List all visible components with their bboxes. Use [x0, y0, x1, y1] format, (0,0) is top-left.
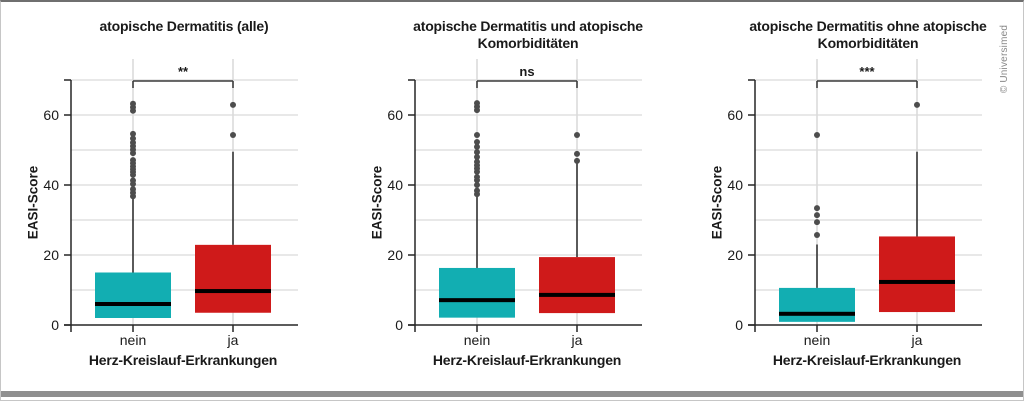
bottom-bar	[1, 391, 1023, 397]
outlier-dot	[474, 149, 480, 156]
outlier-dot	[474, 187, 480, 194]
outlier-dot	[130, 177, 136, 184]
median-line-nein	[779, 311, 855, 316]
median-line-ja	[879, 279, 955, 284]
y-tick-label: 20	[43, 247, 59, 263]
x-axis-title: Herz-Kreislauf-Erkrankungen	[772, 352, 962, 368]
significance-label: ns	[519, 64, 534, 79]
outlier-dot	[474, 158, 480, 165]
y-tick-label: 40	[43, 177, 59, 193]
outlier-dot	[574, 131, 580, 138]
box-nein	[439, 267, 515, 318]
outlier-dot	[814, 131, 820, 138]
outlier-dot	[474, 173, 480, 180]
outlier-dot	[474, 182, 480, 188]
x-axis-title: Herz-Kreislauf-Erkrankungen	[88, 352, 278, 368]
outlier-dot	[130, 135, 136, 142]
outlier-dot	[574, 157, 580, 164]
median-line-ja	[539, 292, 615, 297]
category-label: ja	[571, 332, 583, 348]
outlier-dot	[230, 131, 236, 138]
box-ja	[879, 236, 955, 313]
y-tick-label: 60	[387, 107, 403, 123]
y-tick-label: 20	[387, 247, 403, 263]
outlier-dot	[914, 101, 920, 108]
outlier-dot	[130, 130, 136, 137]
outlier-dot	[130, 139, 136, 146]
outlier-dot	[814, 232, 820, 239]
box-ja	[539, 257, 615, 314]
outlier-dot	[130, 157, 136, 164]
boxplot-canvas-1: 0 20 40 60 nein ja **	[43, 59, 298, 348]
panel-ad-ohne-komorbiditaeten: atopische Dermatitis ohne atopische Komo…	[686, 2, 1023, 397]
panel-title: atopische Dermatitis ohne atopische Komo…	[749, 18, 987, 51]
copyright-credit: © Universimed	[999, 24, 1010, 94]
category-label: nein	[464, 332, 490, 348]
significance-label: **	[178, 64, 189, 79]
y-tick-label: 0	[395, 317, 403, 333]
outlier-dot	[474, 154, 480, 160]
outlier-dot	[814, 219, 820, 226]
outlier-dot	[574, 150, 580, 157]
outlier-dot	[230, 101, 236, 108]
median-line-nein	[439, 298, 515, 303]
outlier-dot	[130, 186, 136, 193]
y-tick-label: 60	[43, 107, 59, 123]
category-label: nein	[120, 332, 146, 348]
box-nein	[779, 287, 855, 322]
box-nein	[95, 272, 171, 318]
y-tick-label: 0	[735, 317, 743, 333]
outlier-dot	[814, 205, 820, 212]
median-line-nein	[95, 302, 171, 306]
significance-label: ***	[859, 64, 875, 79]
box-ja	[195, 244, 271, 313]
boxplot-canvas-2: 0 20 40 60 nein ja ns	[387, 59, 642, 348]
outlier-dot	[474, 100, 480, 107]
panel-title: atopische Dermatitis (alle)	[99, 18, 269, 34]
panel-ad-mit-komorbiditaeten: atopische Dermatitis und atopische Komor…	[346, 2, 684, 397]
y-tick-label: 20	[727, 247, 743, 263]
y-tick-label: 40	[727, 177, 743, 193]
y-tick-label: 0	[51, 317, 59, 333]
outlier-dot	[814, 212, 820, 219]
category-label: nein	[804, 332, 830, 348]
x-axis-title: Herz-Kreislauf-Erkrankungen	[432, 352, 622, 368]
outlier-dot	[474, 138, 480, 145]
outlier-dot	[130, 100, 136, 107]
median-line-ja	[195, 289, 271, 294]
panel-title: atopische Dermatitis und atopische Komor…	[413, 18, 643, 51]
panel-ad-alle: atopische Dermatitis (alle) EASI-Score 0…	[2, 2, 340, 397]
y-tick-label: 40	[387, 177, 403, 193]
category-label: ja	[227, 332, 239, 348]
y-tick-label: 60	[727, 107, 743, 123]
boxplot-canvas-3: 0 20 40 60 nein ja ***	[727, 59, 982, 348]
outlier-dot	[474, 131, 480, 138]
category-label: ja	[911, 332, 923, 348]
outlier-dot	[474, 143, 480, 150]
